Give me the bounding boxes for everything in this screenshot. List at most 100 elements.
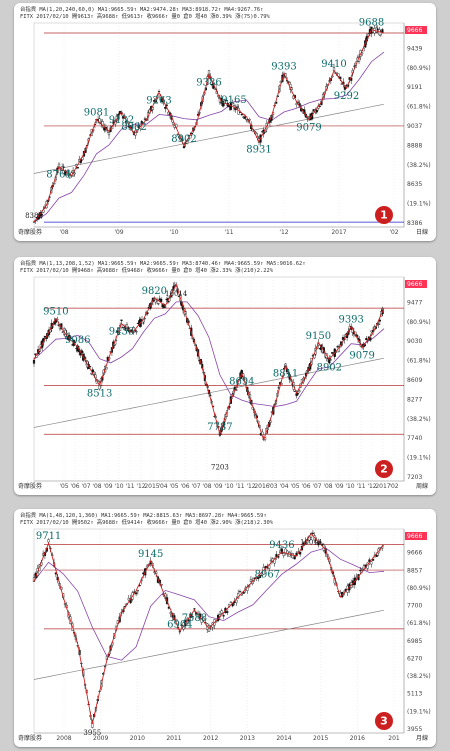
chart-header-ma: 台指貨 MA(1,20,240,60,0) MA1:9665.59↑ MA2:9… [20, 5, 263, 13]
pivot-annotation: 3955 [83, 729, 101, 737]
y-tick-label: (19.1%) [407, 455, 431, 462]
candle-body [379, 31, 382, 36]
x-tick-label: '03 [268, 483, 277, 490]
pivot-annotation: 9079 [349, 351, 374, 362]
x-tick-label: '09 [103, 483, 112, 490]
candle-body [134, 592, 138, 595]
y-tick-label: 7700 [407, 603, 422, 610]
y-tick-label: 9439 [407, 45, 422, 52]
candle-body [319, 541, 322, 543]
chart-footer-label: 奇摩股券 [18, 228, 42, 236]
x-tick-label: '12 [367, 483, 376, 490]
pivot-annotation: 8694 [229, 376, 254, 387]
pivot-annotation: 8931 [246, 145, 271, 156]
y-tick-label: (61.8%) [407, 620, 431, 627]
x-tick-label: 2009 [93, 735, 108, 742]
y-tick-label: (61.8%) [407, 104, 431, 111]
x-tick-label: 201 [388, 735, 400, 742]
panel-badge-number: 1 [380, 209, 388, 222]
candle-body [311, 532, 315, 534]
x-tick-label: 2012 [203, 735, 218, 742]
candle-body [220, 610, 223, 614]
candle-body [157, 303, 160, 305]
pivot-annotation: 9145 [138, 549, 163, 560]
pivot-annotation: 9393 [271, 61, 296, 72]
candle-body [248, 119, 251, 121]
timeframe-label: 周線 [416, 482, 428, 490]
candle-body [264, 131, 267, 133]
candle-body [318, 105, 322, 107]
candle-body [40, 213, 43, 216]
x-tick-label: 2011 [166, 735, 181, 742]
pivot-annotation: 9688 [359, 18, 384, 29]
price-tag-bg [405, 532, 427, 540]
plot-frame [33, 276, 405, 482]
candle-body [193, 608, 196, 610]
x-tick-label: '04 [158, 483, 167, 490]
pivot-annotation: 9263 [146, 96, 171, 107]
pivot-annotation: 9165 [221, 95, 246, 106]
x-tick-label: '09 [334, 483, 343, 490]
x-tick-label: 2017 [331, 229, 346, 236]
pivot-annotation: 10014 [300, 539, 323, 547]
pivot-annotation: 8513 [87, 389, 112, 400]
y-tick-label: 8635 [407, 181, 422, 188]
x-tick-label: '12 [136, 483, 145, 490]
ma-line [33, 301, 385, 408]
price-series-line [33, 532, 385, 725]
candle-body [376, 28, 379, 30]
x-tick-label: 2010 [130, 735, 145, 742]
x-tick-label: '09 [213, 483, 222, 490]
candle-body [191, 615, 194, 617]
candle-body [162, 304, 165, 308]
pivot-annotation: 9711 [36, 531, 61, 542]
candle-body [235, 389, 238, 391]
candle-body [169, 612, 172, 614]
candle-body [378, 319, 381, 322]
panel-badge [375, 712, 393, 730]
timeframe-label: 日線 [416, 228, 428, 236]
x-tick-label: 2016 [254, 483, 269, 490]
candle-body [136, 590, 140, 592]
candle-body [258, 575, 262, 578]
y-tick-label: 9666 [407, 550, 422, 557]
x-tick-label: 2014 [276, 735, 291, 742]
candle-body [164, 306, 167, 308]
x-tick-label: '07 [81, 483, 90, 490]
x-tick-label: '11 [356, 483, 365, 490]
x-tick-label: '12 [246, 483, 255, 490]
x-tick-label: 2015 [144, 483, 159, 490]
candle-body [121, 327, 124, 329]
candle-body [377, 323, 380, 325]
x-tick-label: '10 [169, 229, 178, 236]
current-price-tag: 9666 [407, 281, 422, 288]
candle-body [240, 113, 243, 116]
plot-frame [33, 22, 405, 228]
candle-body [260, 574, 263, 576]
ma-line [33, 547, 385, 661]
candle-body [226, 611, 229, 613]
x-tick-label: '08 [59, 229, 68, 236]
timeframe-label: 月線 [416, 734, 428, 742]
candle-body [337, 73, 340, 77]
candle-body [375, 554, 378, 557]
candle-body [293, 556, 296, 560]
candle-body [359, 570, 362, 572]
candle-body [164, 107, 167, 109]
price-tag-bg [405, 26, 427, 34]
long-ma-line [33, 103, 385, 174]
candle-body [73, 341, 77, 344]
pivot-annotation: 8811 [273, 369, 298, 380]
candle-body [298, 390, 301, 393]
candle-body [328, 357, 331, 364]
x-tick-label: '11 [224, 229, 233, 236]
chart-footer-label: 奇摩股券 [18, 734, 42, 742]
candle-body [235, 599, 238, 603]
candle-body [299, 551, 302, 555]
candle-body [236, 106, 239, 108]
candle-body [295, 103, 298, 105]
candle-body [369, 337, 372, 341]
candle-body [231, 102, 234, 104]
x-tick-label: '08 [202, 483, 211, 490]
chart-header-quote: FITX 2017/02/10 開9502↑ 高9688↑ 低9414↑ 收96… [20, 518, 274, 526]
